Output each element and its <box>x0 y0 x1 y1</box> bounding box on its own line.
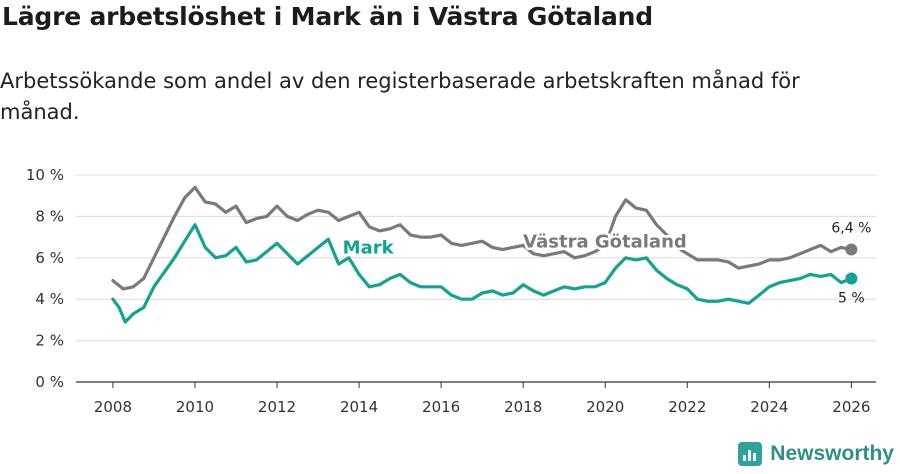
x-tick-label: 2024 <box>750 398 788 416</box>
x-tick-label: 2022 <box>668 398 706 416</box>
series-annotation: Mark <box>343 238 395 259</box>
series-end-label: 5 % <box>838 291 865 307</box>
chart-title: Lägre arbetslöshet i Mark än i Västra Gö… <box>2 2 653 31</box>
series-line <box>111 223 853 324</box>
y-tick-label: 8 % <box>35 207 64 225</box>
y-tick-label: 0 % <box>35 373 64 391</box>
x-tick-label: 2018 <box>504 398 542 416</box>
y-tick-label: 2 % <box>35 332 64 350</box>
x-tick-label: 2014 <box>340 398 378 416</box>
series-line <box>111 185 853 291</box>
y-tick-label: 6 % <box>35 249 64 267</box>
newsworthy-logo: Newsworthy <box>738 440 894 468</box>
y-tick-label: 4 % <box>35 290 64 308</box>
series-annotation: Västra Götaland <box>523 231 687 252</box>
x-tick-label: 2020 <box>586 398 624 416</box>
x-tick-label: 2012 <box>258 398 296 416</box>
x-tick-label: 2026 <box>832 398 870 416</box>
x-tick-label: 2010 <box>176 398 214 416</box>
x-tick-label: 2016 <box>422 398 460 416</box>
newsworthy-logo-icon <box>738 442 763 466</box>
newsworthy-logo-text: Newsworthy <box>770 442 894 465</box>
x-tick-label: 2008 <box>94 398 132 416</box>
series-end-marker <box>845 243 858 256</box>
series-end-marker <box>845 272 858 285</box>
y-tick-label: 10 % <box>26 166 64 184</box>
series-end-label: 6,4 % <box>831 221 871 237</box>
chart-subtitle: Arbetssökande som andel av den registerb… <box>0 69 800 124</box>
